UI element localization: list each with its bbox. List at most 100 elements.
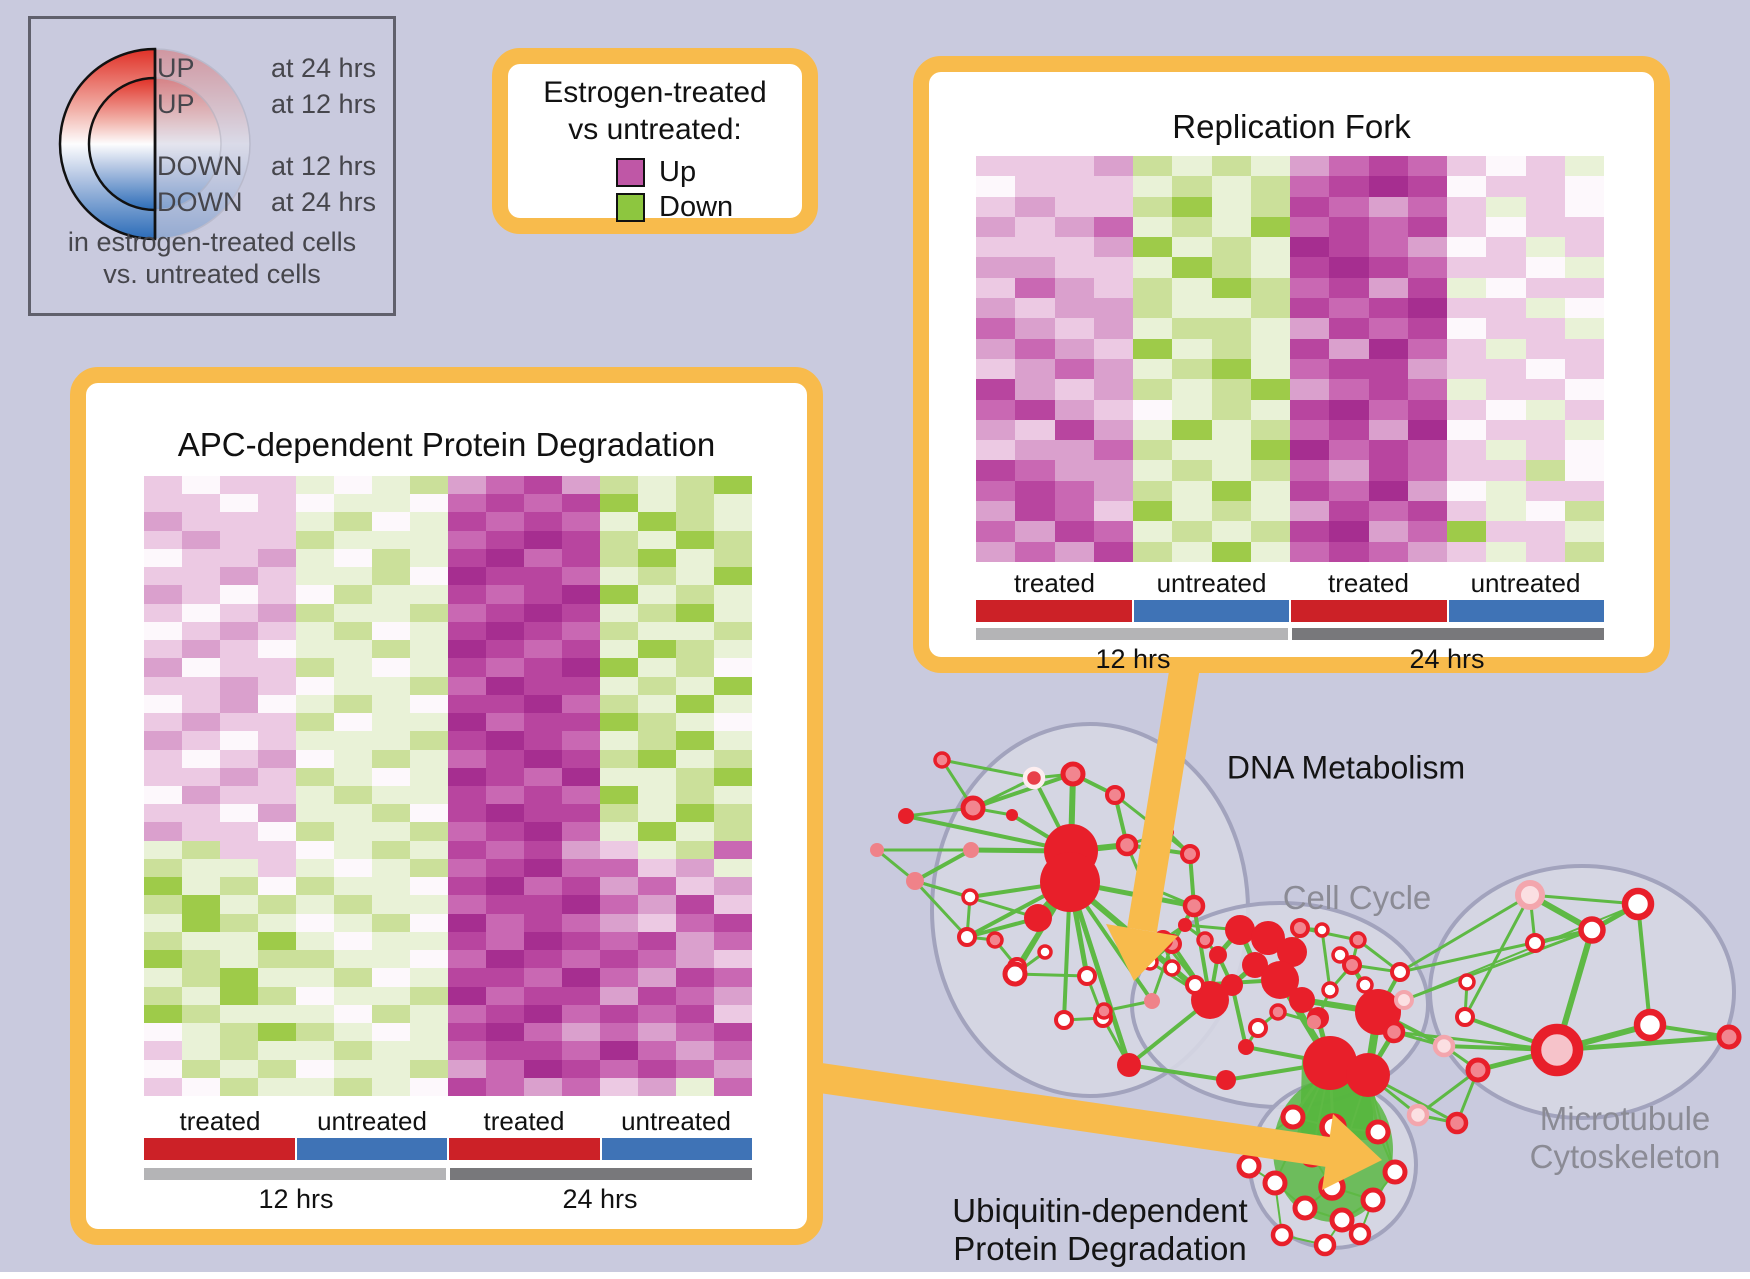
heatmap-cell xyxy=(258,858,296,878)
heatmap-cell xyxy=(486,548,524,568)
heatmap-cell xyxy=(638,950,676,969)
heatmap-cell xyxy=(372,621,410,641)
heatmap-cell xyxy=(1290,399,1330,420)
heatmap-cell xyxy=(1486,501,1526,522)
apc-panel: APC-dependent Protein Degradation treate… xyxy=(70,367,823,1245)
network-node xyxy=(1445,1111,1469,1135)
heatmap-cell xyxy=(144,567,182,586)
heatmap-cell xyxy=(448,950,486,969)
heatmap-cell xyxy=(638,858,676,878)
heatmap-cell xyxy=(1133,358,1173,380)
heatmap-cell xyxy=(296,476,334,495)
heatmap-cell xyxy=(334,676,372,695)
heatmap-cell xyxy=(220,567,258,586)
heatmap-cell xyxy=(1054,176,1094,197)
heatmap-cell xyxy=(600,913,638,932)
heatmap-cell xyxy=(1054,237,1094,258)
heatmap-cell xyxy=(144,931,182,951)
heatmap-cell xyxy=(258,804,296,823)
heatmap-cell xyxy=(638,840,676,859)
heatmap-cell xyxy=(486,1059,524,1078)
heatmap-cell xyxy=(334,913,372,932)
heatmap-cell xyxy=(182,968,220,987)
heatmap-cell xyxy=(1525,419,1565,441)
heatmap-cell xyxy=(1486,541,1526,562)
heatmap-cell xyxy=(486,530,524,549)
heatmap-cell xyxy=(1564,480,1604,502)
heatmap-cell xyxy=(296,804,334,823)
network-node xyxy=(1040,852,1100,912)
heatmap-cell xyxy=(334,603,372,622)
heatmap-cell xyxy=(1172,257,1212,278)
heatmap-cell xyxy=(486,658,524,677)
heatmap-cell xyxy=(182,621,220,641)
heatmap-cell xyxy=(486,676,524,695)
network-edge xyxy=(914,848,972,883)
heatmap-cell xyxy=(334,658,372,677)
heatmap-cell xyxy=(1447,521,1487,542)
heatmap-cell xyxy=(220,512,258,531)
heatmap-cell xyxy=(220,530,258,549)
heatmap-cell xyxy=(258,512,296,531)
heatmap-cell xyxy=(638,822,676,841)
network-node xyxy=(1621,887,1655,921)
heatmap-cell xyxy=(1133,196,1173,217)
heatmap-cell xyxy=(676,512,714,531)
heatmap-cell xyxy=(1564,399,1604,420)
heatmap-cell xyxy=(714,895,752,914)
heatmap-cell xyxy=(182,1004,220,1024)
heatmap-cell xyxy=(1329,216,1369,238)
heatmap-cell xyxy=(372,986,410,1005)
heatmap-cell xyxy=(296,658,334,677)
heatmap-cell xyxy=(1447,399,1487,420)
heatmap-cell xyxy=(144,986,182,1005)
network-node xyxy=(1180,844,1200,864)
heatmap-cell xyxy=(296,713,334,732)
heatmap-cell xyxy=(1525,298,1565,319)
heatmap-cell xyxy=(1407,399,1447,420)
heatmap-cell xyxy=(220,858,258,878)
heatmap-cell xyxy=(1407,216,1447,238)
heatmap-cell xyxy=(220,968,258,987)
heatmap-cell xyxy=(182,804,220,823)
heatmap-cell xyxy=(296,494,334,513)
heatmap-cell xyxy=(448,530,486,549)
heatmap-cell xyxy=(1486,480,1526,502)
heatmap-cell xyxy=(372,694,410,714)
heatmap-cell xyxy=(334,494,372,513)
heatmap-cell xyxy=(486,913,524,932)
heatmap-cell xyxy=(144,950,182,969)
heatmap-cell xyxy=(676,1041,714,1060)
heatmap-cell xyxy=(182,530,220,549)
heatmap-cell xyxy=(1368,277,1408,299)
heatmap-cell xyxy=(1368,257,1408,278)
network-node xyxy=(1394,990,1414,1010)
heatmap-cell xyxy=(182,1023,220,1042)
arrow-apc-to-ubiquitin xyxy=(797,1060,1331,1167)
heatmap-cell xyxy=(220,713,258,732)
heatmap-cell xyxy=(1093,541,1133,562)
heatmap-cell xyxy=(296,786,334,805)
heatmap-cell xyxy=(410,786,448,805)
network-node xyxy=(1348,1222,1372,1246)
heatmap-cell xyxy=(976,156,1016,177)
network-node xyxy=(1006,809,1018,821)
network-node xyxy=(960,795,986,821)
heatmap-cell xyxy=(448,476,486,495)
heatmap-cell xyxy=(372,1023,410,1042)
heatmap-cell xyxy=(676,950,714,969)
heatmap-cell xyxy=(1564,156,1604,177)
heatmap-cell xyxy=(1486,196,1526,217)
heatmap-cell xyxy=(448,1077,486,1096)
heatmap-cell xyxy=(144,804,182,823)
heatmap-cell xyxy=(524,913,562,932)
heatmap-cell xyxy=(1172,521,1212,542)
network-node xyxy=(1465,1057,1491,1083)
heatmap-cell xyxy=(258,1059,296,1078)
heatmap-cell xyxy=(182,585,220,604)
heatmap-cell xyxy=(1015,480,1055,502)
heatmap-cell xyxy=(562,913,600,932)
heatmap-cell xyxy=(1250,379,1290,400)
network-node xyxy=(1314,922,1330,938)
